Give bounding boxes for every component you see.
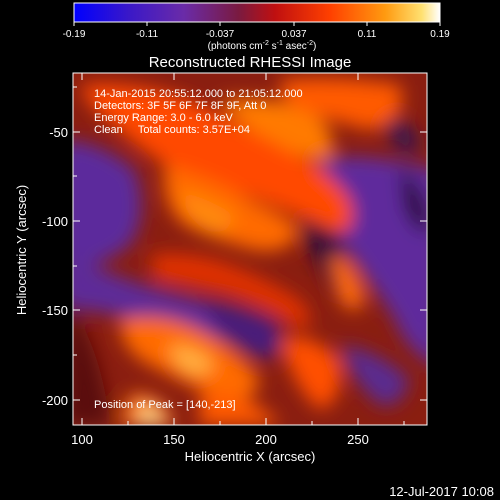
- y-tick-label: -50: [49, 125, 68, 140]
- heatmap-region: [164, 165, 300, 251]
- plot-frame: [72, 72, 428, 426]
- colorbar-units: (photons cm-2 s-1 asec-2): [208, 40, 317, 52]
- heatmap-region: [73, 256, 258, 342]
- colorbar-tick-label: 0.19: [430, 29, 450, 40]
- colorbar-tick-label: 0.11: [358, 29, 377, 40]
- heatmap-region: [400, 170, 427, 233]
- heatmap-region: [200, 394, 280, 425]
- x-tick-label: 250: [347, 432, 369, 447]
- energy-range-text: Energy Range: 3.0 - 6.0 keV: [94, 112, 233, 124]
- colorbar-tick-label: -0.037: [206, 29, 235, 40]
- y-tick-label: -150: [42, 303, 68, 318]
- heatmap-region: [170, 345, 215, 375]
- colorbar-ticks: [73, 22, 441, 26]
- footer-date: 12-Jul-2017 10:08: [389, 484, 494, 499]
- heatmap-region: [220, 98, 333, 160]
- heatmap-region: [330, 255, 365, 310]
- heatmap-region: [205, 300, 282, 360]
- chart-title: Reconstructed RHESSI Image: [149, 54, 352, 71]
- heatmap-region: [280, 78, 402, 130]
- x-axis-ticks: [81, 73, 405, 425]
- heatmap-region: [280, 337, 341, 410]
- y-tick-label: -200: [42, 393, 68, 408]
- heatmap-region: [340, 345, 410, 406]
- peak-position-text: Position of Peak = [140,-213]: [94, 399, 236, 411]
- y-tick-label: -100: [42, 214, 68, 229]
- time-range-text: 14-Jan-2015 20:55:12.000 to 21:05:12.000: [94, 88, 303, 100]
- heatmap-region: [73, 310, 110, 425]
- x-axis-label: Heliocentric X (arcsec): [185, 449, 316, 464]
- colorbar-tick-label: -0.19: [63, 29, 86, 40]
- colorbar-tick-label: -0.11: [136, 29, 158, 40]
- colorbar: [73, 2, 441, 23]
- heatmap-region: [73, 140, 142, 270]
- heatmap-region: [150, 253, 310, 330]
- heatmap-region: [80, 84, 353, 232]
- colorbar-tick-label: 0.037: [281, 29, 306, 40]
- heatmap-image: [73, 73, 427, 425]
- y-axis-label: Heliocentric Y (arcsec): [14, 185, 29, 315]
- y-axis-ticks: [73, 86, 427, 401]
- x-tick-label: 100: [71, 432, 93, 447]
- heatmap-region: [138, 405, 165, 425]
- x-tick-label: 200: [255, 432, 277, 447]
- x-tick-label: 150: [163, 432, 185, 447]
- heatmap-region: [180, 190, 235, 233]
- detectors-text: Detectors: 3F 5F 6F 7F 8F 9F, Att 0: [94, 100, 266, 112]
- clean-counts-text: Clean Total counts: 3.57E+04: [94, 124, 250, 136]
